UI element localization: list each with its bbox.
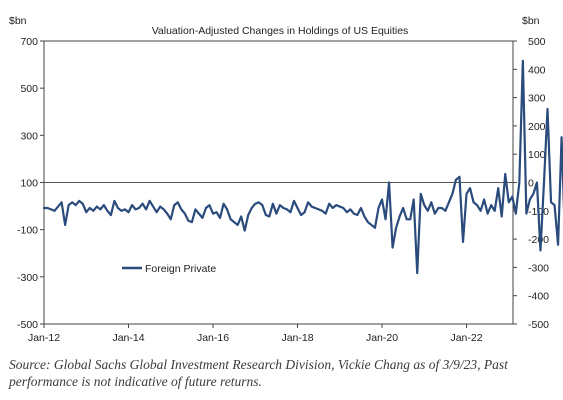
right-axis-unit: $bn xyxy=(522,15,540,27)
left-tick-label: 700 xyxy=(20,36,38,48)
right-tick-label: -400 xyxy=(528,291,549,303)
series-line-foreign-private xyxy=(42,59,563,275)
source-note: Source: Global Sachs Global Investment R… xyxy=(9,357,508,389)
x-tick-label: Jan-14 xyxy=(112,332,144,344)
left-axis-unit: $bn xyxy=(9,15,27,27)
legend: Foreign Private xyxy=(122,263,216,275)
x-tick-label: Jan-16 xyxy=(197,332,229,344)
right-tick-label: 400 xyxy=(528,64,546,76)
chart-area: 700 500 300 100 -100 -300 -500 500 400 300 200 100… xyxy=(9,15,563,344)
chart-title: Valuation-Adjusted Changes in Holdings o… xyxy=(152,25,409,37)
left-tick-label: -300 xyxy=(17,272,38,284)
x-tick-label: Jan-20 xyxy=(366,332,398,344)
right-tick-label: 300 xyxy=(528,93,546,105)
right-tick-label: 200 xyxy=(528,121,546,133)
left-tick-label: 100 xyxy=(20,178,38,190)
x-tick-label: Jan-22 xyxy=(450,332,482,344)
right-tick-label: 0 xyxy=(528,178,534,190)
left-tick-label: -500 xyxy=(17,319,38,331)
legend-label-foreign-private: Foreign Private xyxy=(145,263,216,275)
left-axis-ticks: 700 500 300 100 -100 -300 -500 xyxy=(17,36,44,331)
right-tick-label: 100 xyxy=(528,149,546,161)
right-tick-label: 500 xyxy=(528,36,546,48)
left-tick-label: -100 xyxy=(17,225,38,237)
right-tick-label: -200 xyxy=(528,234,549,246)
series-layer xyxy=(42,59,563,275)
x-tick-label: Jan-18 xyxy=(281,332,313,344)
line-chart: 700 500 300 100 -100 -300 -500 500 400 300 200 100… xyxy=(9,15,563,344)
right-tick-label: -300 xyxy=(528,262,549,274)
left-tick-label: 500 xyxy=(20,83,38,95)
left-tick-label: 300 xyxy=(20,130,38,142)
x-tick-label: Jan-12 xyxy=(28,332,60,344)
right-tick-label: -500 xyxy=(528,319,549,331)
x-axis-ticks: Jan-12 Jan-14 Jan-16 Jan-18 Jan-20 Jan-22 xyxy=(28,324,483,344)
